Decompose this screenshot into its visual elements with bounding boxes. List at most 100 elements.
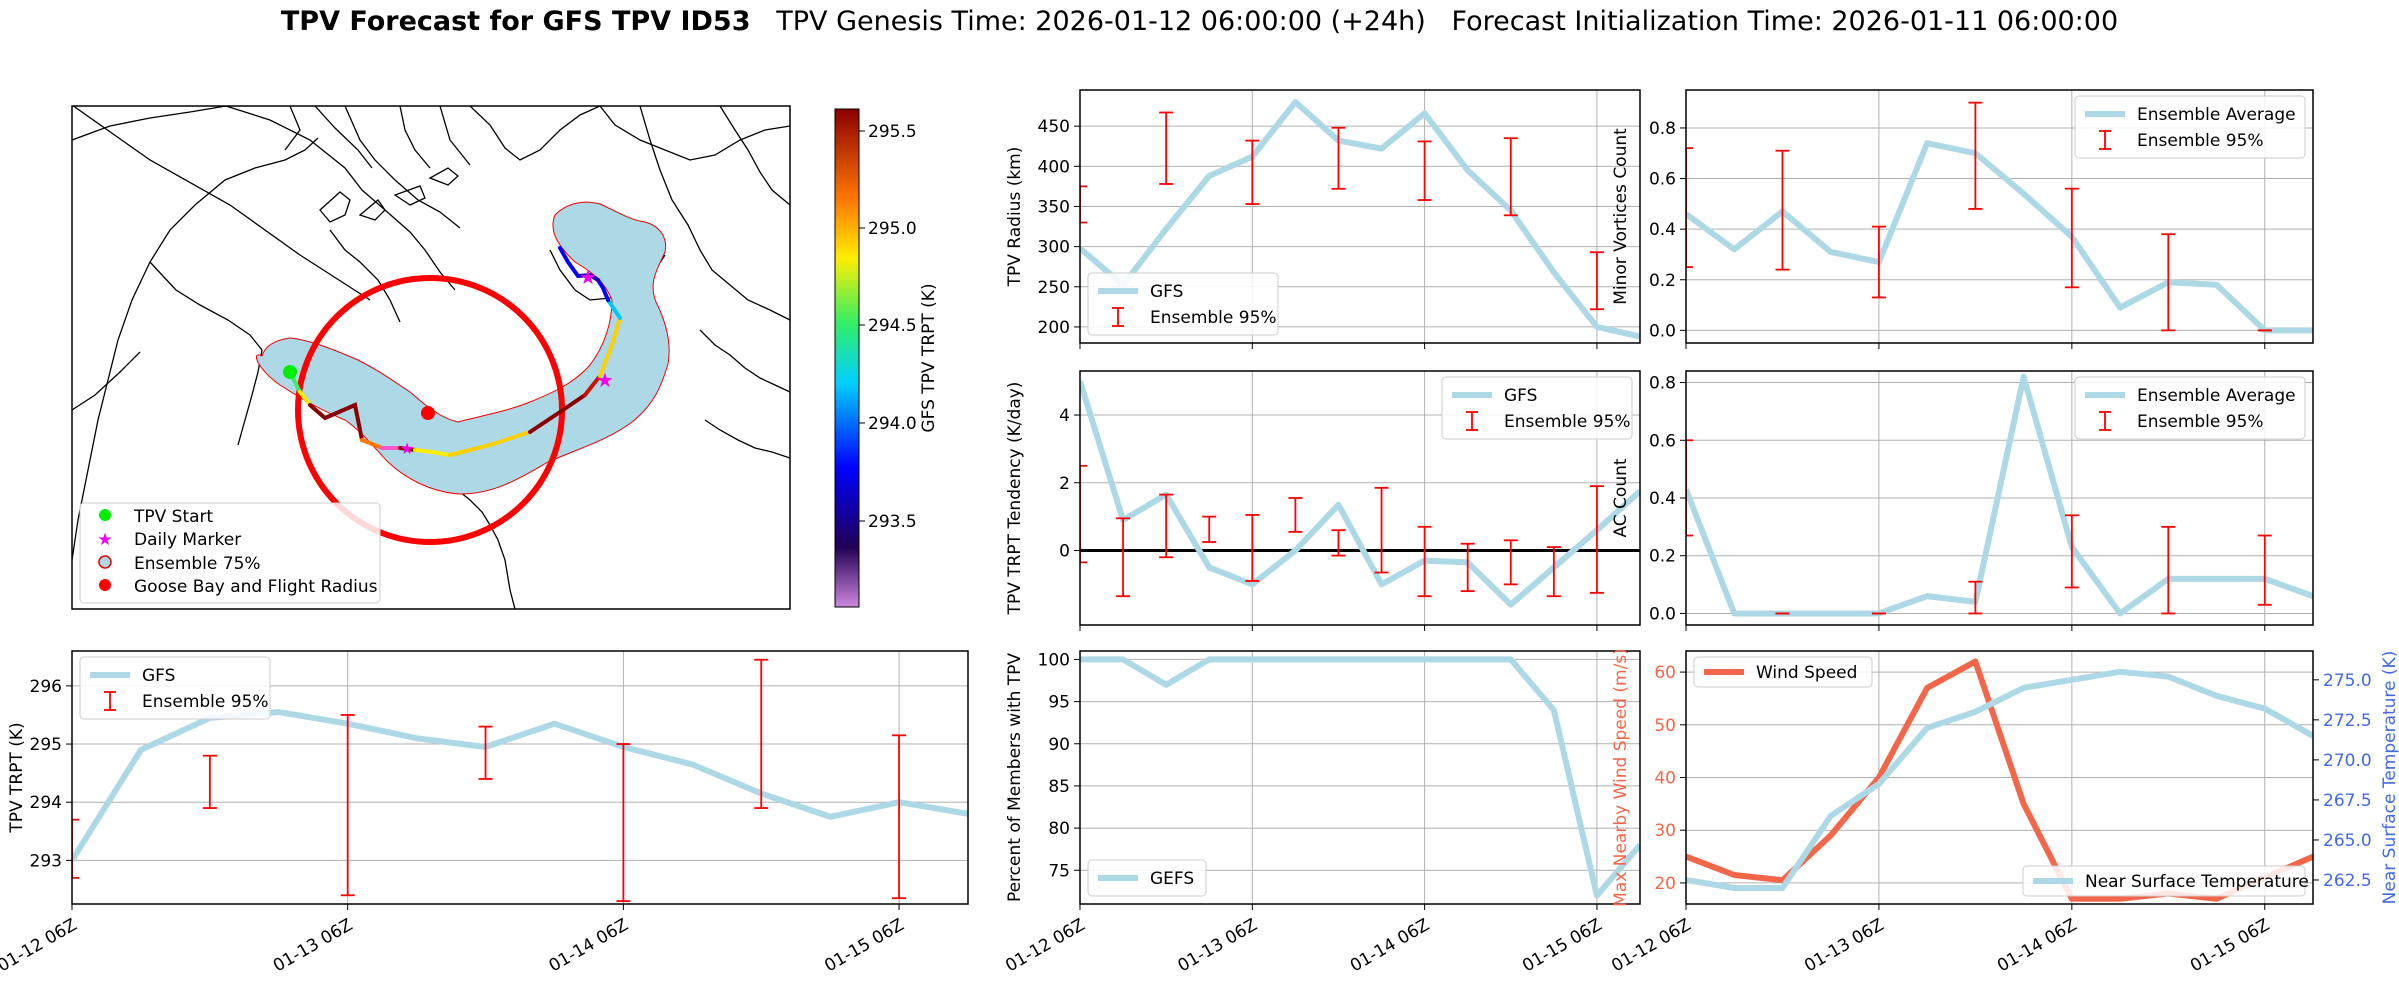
axes-frame <box>1079 89 1641 344</box>
x-tick-label: 01-15 06Z <box>821 915 907 976</box>
y-tick-label: 300 <box>1038 238 1070 258</box>
y-tick-label: 0 <box>1059 541 1070 561</box>
legend: GFS Ensemble 95% <box>1087 272 1279 336</box>
legend: Ensemble Average Ensemble 95% <box>2074 376 2306 440</box>
chart-trpt-tendency: 0 2 4 TPV TRPT Tendency (K/day) GFS Ensemble … <box>1005 370 1641 631</box>
y-tick-label: 90 <box>1048 735 1070 755</box>
map-legend-label: TPV Start <box>133 507 214 527</box>
y-tick-label: 0.8 <box>1649 119 1676 139</box>
colorbar-tick: 295.5 <box>868 122 917 142</box>
y-tick-label: 95 <box>1048 693 1070 713</box>
y-axis-label: TPV Radius (km) <box>1005 147 1025 288</box>
series-line <box>1080 380 1640 608</box>
chart-tpv-radius: 200 250 300 350 400 450 TPV Radius (km) GFS Ense… <box>1005 89 1641 349</box>
y-right-tick-label: 270.0 <box>2323 751 2372 771</box>
y-tick-label: 250 <box>1038 278 1070 298</box>
map-legend: TPV Start ★ Daily Marker Ensemble 75% Go… <box>79 502 381 604</box>
y-tick-label: 2 <box>1059 474 1070 494</box>
figure-title: TPV Forecast for GFS TPV ID53 TPV Genesi… <box>0 6 2399 37</box>
legend-label: Ensemble 95% <box>1150 308 1277 328</box>
y-tick-label: 450 <box>1038 117 1070 137</box>
x-tick-label: 01-13 06Z <box>270 915 356 976</box>
map-legend-label: Daily Marker <box>134 530 241 550</box>
y-tick-label: 50 <box>1654 716 1676 736</box>
y-axis-label: TPV TRPT Tendency (K/day) <box>1005 382 1025 616</box>
axes-frame <box>71 650 969 905</box>
legend-label: Ensemble 95% <box>2137 131 2264 151</box>
y-right-tick-label: 275.0 <box>2323 671 2372 691</box>
legend-box <box>1087 859 1207 897</box>
legend-box <box>2022 865 2306 897</box>
chart-tpv-trpt: 293 294 295 296 01-12 06Z 01-13 06Z 01-14 06Z 0… <box>0 650 969 976</box>
y-tick-label: 350 <box>1038 197 1070 217</box>
plot-area <box>1686 658 2313 902</box>
y-right-tick-label: 267.5 <box>2323 791 2372 811</box>
legend-label: Ensemble 95% <box>2137 412 2264 432</box>
figure-title-main: TPV Forecast for GFS TPV ID53 <box>280 6 751 37</box>
colorbar-tick: 295.0 <box>868 219 917 239</box>
legend-label: Ensemble 95% <box>1504 412 1631 432</box>
colorbar: 295.5 295.0 294.5 294.0 293.5 GFS TPV TR… <box>834 108 939 608</box>
y-tick-label: 85 <box>1048 777 1070 797</box>
colorbar-tick: 294.0 <box>868 414 917 434</box>
y-tick-label: 296 <box>30 677 62 697</box>
y-tick-label: 0.2 <box>1649 271 1676 291</box>
legend-box <box>2074 376 2306 440</box>
legend: GEFS <box>1087 859 1207 897</box>
legend-label: GEFS <box>1150 869 1194 889</box>
y-tick-label: 80 <box>1048 819 1070 839</box>
x-tick-label: 01-15 06Z <box>2187 915 2273 976</box>
plot-area <box>1080 380 1640 608</box>
legend-box <box>1693 656 1873 688</box>
legend-label: GFS <box>1504 386 1537 406</box>
x-tick-label: 01-14 06Z <box>546 915 632 976</box>
map-legend-label: Goose Bay and Flight Radius <box>134 577 378 597</box>
axes-frame <box>1685 370 2314 626</box>
y-tick-label: 200 <box>1038 318 1070 338</box>
chart-minor-vortices: 0.0 0.2 0.4 0.6 0.8 Minor Vortices Count Ensem… <box>1611 89 2314 349</box>
x-tick-label: 01-12 06Z <box>1608 915 1694 976</box>
y-axis-label: TPV TRPT (K) <box>7 722 27 833</box>
series-line <box>1686 373 2313 617</box>
y-tick-label: 30 <box>1654 821 1676 841</box>
chart-percent-members: 75 80 85 90 95 100 01-12 06Z 01-13 06Z 01-14 06Z… <box>1002 650 1641 976</box>
y-tick-label: 294 <box>30 793 62 813</box>
legend: Wind Speed Near Surface Temperature <box>1693 656 2309 897</box>
goose-bay-marker <box>421 406 435 420</box>
x-tick-label: 01-12 06Z <box>0 915 81 976</box>
legend-label: GFS <box>142 666 175 686</box>
legend-label: Ensemble Average <box>2137 105 2296 125</box>
y-axis-label: Percent of Members with TPV <box>1005 653 1025 902</box>
legend-label: Ensemble Average <box>2137 386 2296 406</box>
daily-marker: ★ <box>596 368 614 392</box>
plot-area <box>1080 99 1640 340</box>
y-tick-label: 400 <box>1038 157 1070 177</box>
y-tick-label: 60 <box>1654 663 1676 683</box>
y-tick-label: 75 <box>1048 861 1070 881</box>
x-tick-label: 01-14 06Z <box>1347 915 1433 976</box>
plot-area <box>1080 656 1640 899</box>
y-axis-label-right: Near Surface Temperature (K) <box>2380 651 2399 905</box>
series-line <box>72 709 968 862</box>
map-legend-label: Ensemble 75% <box>134 554 261 574</box>
y-tick-label: 0.0 <box>1649 321 1676 341</box>
y-tick-label: 0.4 <box>1649 220 1676 240</box>
daily-marker: ★ <box>579 265 597 289</box>
axes-frame <box>1685 650 2314 905</box>
y-tick-label: 0.0 <box>1649 604 1676 624</box>
chart-wind-temp: 20 30 40 50 60 01-12 06Z 01-13 06Z 01-14 06Z 01-… <box>1608 648 2399 976</box>
y-axis-label: Minor Vortices Count <box>1611 128 1631 305</box>
y-tick-label: 0.8 <box>1649 374 1676 394</box>
y-tick-label: 100 <box>1038 650 1070 670</box>
legend: GFS Ensemble 95% <box>1441 376 1633 440</box>
y-right-tick-label: 272.5 <box>2323 711 2372 731</box>
x-tick-label: 01-12 06Z <box>1002 915 1088 976</box>
y-tick-label: 0.4 <box>1649 489 1676 509</box>
y-right-tick-label: 262.5 <box>2323 871 2372 891</box>
y-tick-label: 40 <box>1654 769 1676 789</box>
y-tick-label: 20 <box>1654 874 1676 894</box>
y-tick-label: 295 <box>30 735 62 755</box>
tpv-track-map: ★ ★ ★ TPV Start ★ Daily Marker Ensemble … <box>71 105 939 610</box>
